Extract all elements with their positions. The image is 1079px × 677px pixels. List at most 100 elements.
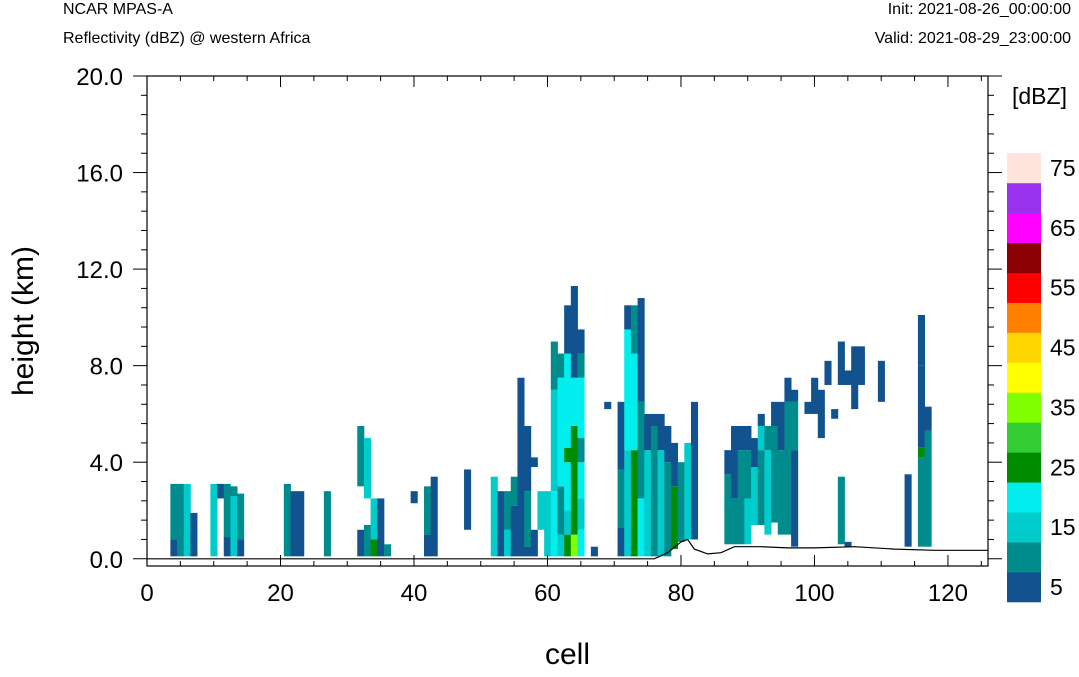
reflectivity-cell [764,450,772,535]
reflectivity-cell [170,483,178,540]
terrain-line [147,538,988,560]
reflectivity-cell [811,377,819,414]
reflectivity-cell [817,389,825,439]
reflectivity-cell [771,426,779,523]
reflectivity-cell [577,462,585,499]
reflectivity-cell [363,524,371,557]
reflectivity-cell [577,438,585,463]
colorbar: 5 15 25 35 45 55 65 75 [dBZ] [1007,83,1076,603]
plot-area [170,286,932,557]
reflectivity-cell [217,483,225,499]
colorbar-swatch [1007,572,1041,603]
reflectivity-cell [517,377,525,557]
reflectivity-cell [924,406,932,431]
reflectivity-cell [570,377,578,426]
reflectivity-cell [664,426,672,463]
reflectivity-cell [410,491,418,504]
y-tick-label: 8.0 [90,354,123,381]
colorbar-swatch [1007,212,1041,244]
reflectivity-cell [577,353,585,378]
reflectivity-cell [570,510,578,535]
reflectivity-cell [791,450,799,547]
y-tick-label: 16.0 [76,161,123,188]
colorbar-label: 5 [1050,574,1063,600]
reflectivity-cell [570,286,578,378]
reflectivity-cell [924,430,932,547]
reflectivity-cell [657,413,665,451]
chart-source-title: NCAR MPAS-A [63,1,173,18]
reflectivity-cell [524,426,532,492]
reflectivity-cell [590,546,598,557]
x-tick-label: 0 [140,580,153,607]
reflectivity-cell [771,401,779,426]
colorbar-label: 55 [1050,275,1076,301]
reflectivity-cell [550,491,558,557]
reflectivity-cell [383,544,392,557]
reflectivity-cell [577,529,585,557]
reflectivity-cell [290,491,298,557]
y-tick-label: 12.0 [76,257,123,284]
reflectivity-cell [537,491,545,530]
reflectivity-cell [851,346,859,410]
reflectivity-cell [737,426,745,451]
y-tick-label: 4.0 [90,450,123,477]
reflectivity-cell [570,426,578,511]
reflectivity-cell [524,546,532,557]
colorbar-swatch [1007,272,1041,303]
reflectivity-cell [223,483,231,538]
axes: 0 20 40 60 80 100 120 0.0 4.0 8.0 12.0 16.0 20.0 cell… [7,64,1002,671]
x-tick-label: 120 [928,580,968,607]
reflectivity-cell [530,529,538,557]
reflectivity-cell [430,476,438,557]
reflectivity-cell [550,341,558,390]
reflectivity-cell [557,377,565,487]
colorbar-label: 65 [1050,215,1076,241]
reflectivity-cell [684,442,692,540]
reflectivity-cell [170,539,178,557]
reflectivity-cell [690,401,699,540]
reflectivity-cell [804,401,812,414]
colorbar-swatch [1007,182,1041,214]
reflectivity-cell [731,426,739,499]
x-axis-title: cell [545,638,590,671]
plot-frame [146,75,989,567]
reflectivity-cell [844,541,852,547]
reflectivity-cell [497,491,505,557]
reflectivity-cell [617,401,625,470]
reflectivity-cell [624,305,632,330]
reflectivity-cell [744,498,752,545]
reflectivity-cell [510,476,518,506]
reflectivity-cell [570,534,578,557]
reflectivity-cell [657,450,665,557]
reflectivity-cell [357,426,365,487]
reflectivity-cell [744,426,752,451]
reflectivity-cell [637,498,645,557]
reflectivity-cell [677,462,685,542]
reflectivity-cell [844,370,852,385]
reflectivity-cell [877,360,885,402]
reflectivity-cell [223,537,231,557]
chart-subtitle: Reflectivity (dBZ) @ western Africa [63,30,311,47]
reflectivity-cell [357,529,365,557]
reflectivity-cell [230,486,238,496]
reflectivity-cell [557,353,565,378]
reflectivity-cell [577,329,585,354]
reflectivity-cell [510,505,518,557]
reflectivity-cell [791,401,799,451]
reflectivity-cell [917,365,925,448]
reflectivity-cell [564,447,572,463]
colorbar-swatch [1007,302,1041,333]
reflectivity-cell [744,450,752,499]
reflectivity-cell [624,329,632,451]
reflectivity-cell [297,491,305,557]
reflectivity-cell [757,426,765,451]
x-tick-label: 20 [267,580,294,607]
reflectivity-cell [524,491,532,547]
reflectivity-cell [490,476,498,557]
reflectivity-cell [764,426,772,451]
x-tick-label: 40 [401,580,428,607]
reflectivity-cell [550,389,558,492]
colorbar-label: 15 [1050,514,1076,540]
reflectivity-cell [237,539,245,557]
y-tick-label: 0.0 [90,547,123,574]
